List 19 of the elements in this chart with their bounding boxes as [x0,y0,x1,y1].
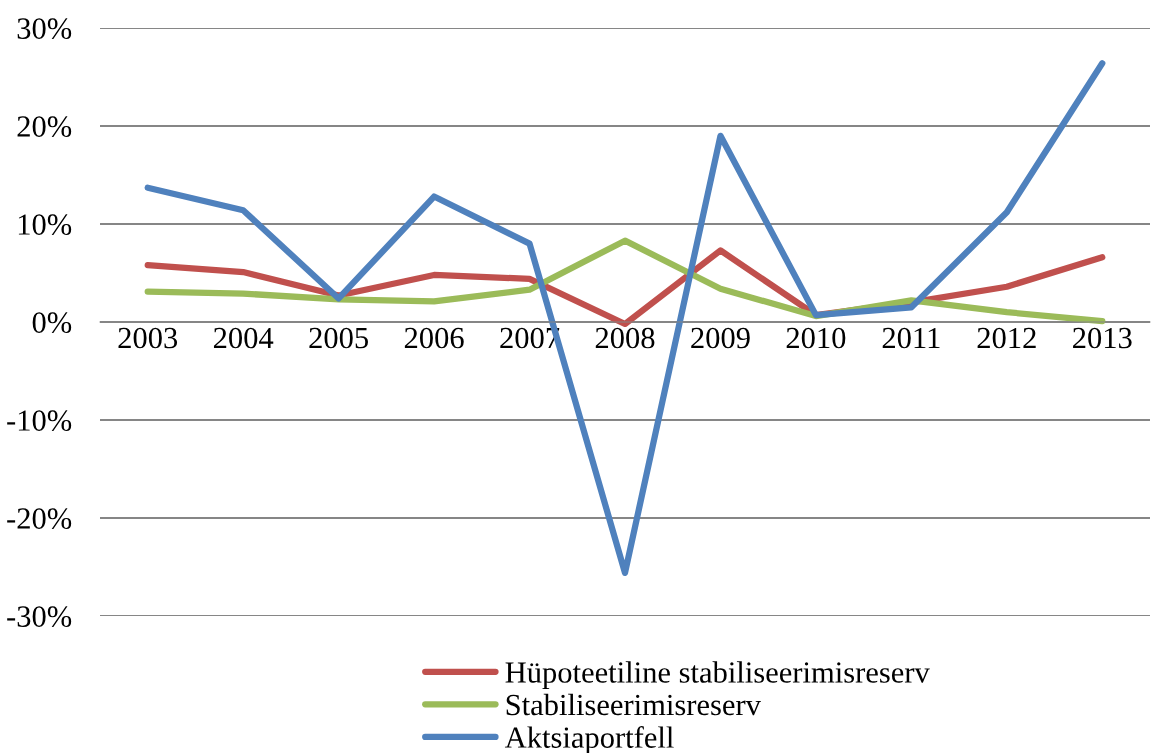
x-tick-label: 2006 [404,327,464,349]
y-tick-label: 0% [32,312,72,333]
y-tick-label: -20% [7,508,72,529]
x-tick-label: 2005 [309,327,368,349]
x-tick-label: 2013 [1073,327,1132,349]
y-tick-label: 30% [17,18,72,39]
x-tick-label: 2003 [118,327,178,349]
y-tick-label: 10% [18,214,72,235]
x-tick-label: 2004 [213,327,274,349]
x-tick-label: 2009 [691,327,750,349]
y-tick-label: -30% [7,606,72,627]
legend-label: Stabiliseerimisreserv [506,693,761,716]
x-tick-label: 2008 [595,327,655,349]
x-tick-label: 2012 [977,327,1036,349]
legend-label: Hüpoteetiline stabiliseerimisreserv [505,661,930,690]
y-tick-label: -10% [7,410,72,431]
y-tick-label: 20% [17,116,72,137]
x-tick-label: 2011 [882,327,940,349]
x-tick-label: 2010 [786,327,846,349]
